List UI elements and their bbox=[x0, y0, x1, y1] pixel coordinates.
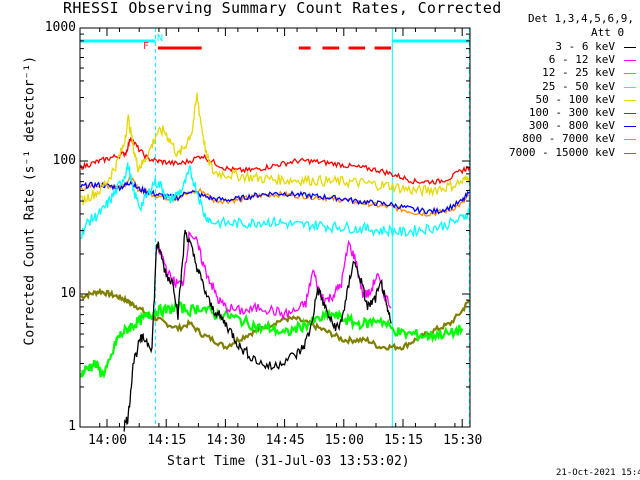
y-tick-label: 1000 bbox=[44, 20, 76, 35]
series-line-12-25kev bbox=[79, 300, 464, 380]
flag-label-n: N bbox=[157, 33, 164, 44]
legend-detectors: Det 1,3,4,5,6,9, bbox=[528, 12, 634, 25]
series-line-300-800kev bbox=[80, 180, 470, 215]
legend-swatch bbox=[624, 73, 636, 75]
legend-entry: 7000 - 15000 keV bbox=[509, 145, 615, 159]
legend-entry: 50 - 100 keV bbox=[535, 92, 615, 106]
x-axis-label: Start Time (31-Jul-03 13:53:02) bbox=[167, 454, 410, 469]
legend-swatch bbox=[624, 139, 636, 141]
plot-frame bbox=[79, 27, 471, 428]
series-line-3-6kev bbox=[123, 229, 392, 432]
x-tick-label: 15:15 bbox=[383, 433, 424, 448]
x-tick-label: 14:00 bbox=[87, 433, 128, 448]
footer-timestamp: 21-Oct-2021 15:46 bbox=[556, 468, 640, 478]
legend-entry: 12 - 25 keV bbox=[542, 66, 615, 80]
series-line-6-12kev bbox=[156, 230, 392, 322]
legend-swatch bbox=[624, 152, 636, 154]
legend-swatch bbox=[624, 60, 636, 62]
y-axis-label: Corrected Count Rate (s⁻¹ detector⁻¹) bbox=[22, 55, 38, 346]
x-tick-label: 14:30 bbox=[206, 433, 246, 448]
legend-entry: 25 - 50 keV bbox=[542, 79, 615, 93]
legend-entry: 6 - 12 keV bbox=[548, 53, 615, 67]
legend-swatch bbox=[624, 47, 636, 48]
x-tick-label: 14:45 bbox=[265, 433, 305, 448]
legend-swatch bbox=[624, 113, 636, 114]
legend-swatch bbox=[624, 86, 636, 88]
x-tick-label: 14:15 bbox=[147, 433, 187, 448]
chart-title: RHESSI Observing Summary Count Rates, Co… bbox=[63, 0, 502, 17]
legend-entry: 3 - 6 keV bbox=[555, 40, 615, 53]
y-tick-label: 100 bbox=[52, 153, 76, 168]
y-tick-label: 10 bbox=[60, 286, 76, 301]
x-tick-label: 15:00 bbox=[324, 433, 364, 448]
legend-swatch bbox=[624, 99, 636, 101]
x-tick-label: 15:30 bbox=[443, 433, 483, 448]
legend-entry: 300 - 800 keV bbox=[528, 119, 615, 133]
legend-swatch bbox=[624, 126, 636, 128]
plot-area bbox=[80, 28, 470, 427]
legend-attenuator: Att 0 bbox=[591, 26, 625, 39]
flag-label-f: F bbox=[143, 41, 150, 52]
series-line-100-300kev bbox=[80, 136, 470, 185]
series-line-25-50kev bbox=[80, 162, 470, 240]
y-tick-label: 1 bbox=[68, 419, 76, 434]
series-line-50-100kev bbox=[80, 92, 470, 206]
legend-entry: 800 - 7000 keV bbox=[522, 132, 615, 146]
legend-entry: 100 - 300 keV bbox=[528, 106, 615, 119]
